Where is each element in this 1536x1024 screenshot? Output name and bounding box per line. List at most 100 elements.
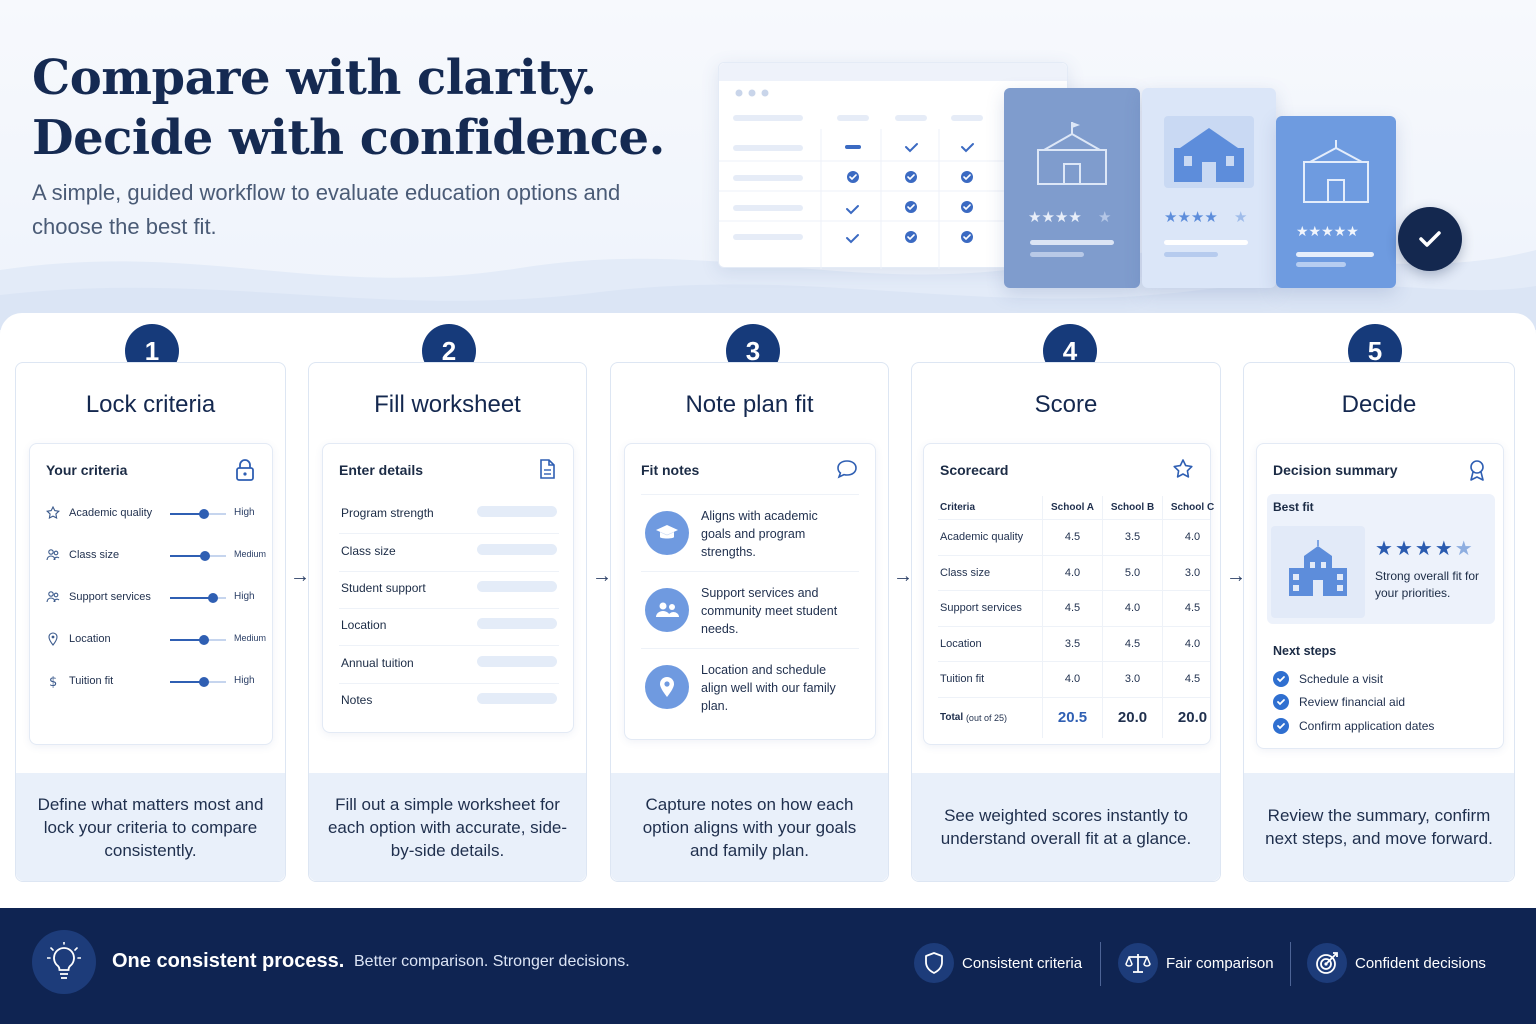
criteria-slider[interactable]	[170, 635, 226, 645]
criteria-label: Support services	[69, 591, 151, 603]
school-card-illustration-b: ★★★★ ★	[1142, 88, 1276, 288]
table-cell: 5.0	[1102, 555, 1162, 590]
table-cell: 4.5	[1042, 591, 1102, 626]
fit-notes-card-title: Fit notes	[641, 462, 700, 478]
school-card-illustration-c: ★★★★★	[1276, 116, 1396, 288]
field-label: Class size	[341, 544, 396, 558]
criteria-slider[interactable]	[170, 593, 226, 603]
slider-knob[interactable]	[198, 635, 209, 645]
fit-notes-card: Fit notes Aligns with academic goals and…	[624, 443, 876, 740]
column-header: Criteria	[940, 502, 976, 513]
field-input[interactable]	[477, 693, 557, 704]
worksheet-card: Enter details Program strength Class siz…	[322, 443, 574, 733]
arrow-right-icon: →	[893, 565, 913, 587]
scorecard-card: Scorecard Criteria School A School B Sch…	[923, 443, 1214, 745]
document-icon[interactable]	[537, 458, 557, 485]
award-ribbon-icon[interactable]	[1467, 458, 1487, 487]
next-steps-label: Next steps	[1273, 644, 1337, 658]
graduation-cap-icon	[645, 511, 689, 555]
field-input[interactable]	[477, 618, 557, 629]
people-icon	[46, 548, 60, 565]
table-cell: 3.0	[1102, 662, 1162, 697]
table-cell: 4.5	[1162, 662, 1222, 697]
table-row: Tuition fit 4.0 3.0 4.5	[938, 662, 1210, 698]
field-input[interactable]	[477, 581, 557, 592]
slider-knob[interactable]	[198, 509, 209, 519]
table-row: Class size 4.0 5.0 3.0	[938, 555, 1210, 591]
table-cell: Support services	[940, 602, 1022, 615]
hero-subtitle: A simple, guided workflow to evaluate ed…	[32, 180, 621, 239]
pin-icon	[46, 632, 60, 649]
table-cell: 4.5	[1042, 520, 1102, 555]
table-row: Support services 4.5 4.0 4.5	[938, 591, 1210, 627]
slider-knob[interactable]	[199, 551, 210, 561]
decision-summary-card: Decision summary Best fit ★★★★★ Strong o…	[1256, 443, 1504, 749]
shield-icon	[914, 943, 954, 983]
step-card-decide: Decide Decision summary Best fit ★★★★★ S…	[1243, 362, 1515, 882]
best-fit-rating-stars: ★★★★★	[1375, 536, 1475, 560]
footer-tagline-light: Better comparison. Stronger decisions.	[354, 953, 630, 970]
worksheet-field-row: Class size	[339, 538, 559, 572]
table-cell: 4.0	[1042, 555, 1102, 590]
step-title: Score	[1034, 391, 1098, 418]
table-cell: 3.5	[1042, 626, 1102, 661]
arrow-right-icon: →	[1226, 565, 1246, 587]
fit-note-text: Location and schedule align well with ou…	[701, 663, 836, 713]
slider-knob[interactable]	[207, 593, 218, 603]
worksheet-field-row: Annual tuition	[339, 650, 559, 684]
total-score: 20.5	[1042, 697, 1102, 738]
scorecard-header-row: Criteria School A School B School C	[938, 496, 1214, 520]
rating-star: ★	[1434, 536, 1455, 560]
field-input[interactable]	[477, 656, 557, 667]
svg-text:★★★★★: ★★★★★	[1296, 224, 1359, 240]
best-fit-label: Best fit	[1273, 500, 1314, 514]
star-icon[interactable]	[1172, 458, 1194, 485]
step-description: See weighted scores instantly to underst…	[912, 773, 1220, 881]
column-header: School C	[1162, 496, 1222, 519]
school-card-illustration-a: ★★★★ ★	[1004, 88, 1140, 288]
slider-knob[interactable]	[198, 677, 209, 687]
criteria-slider[interactable]	[170, 509, 226, 519]
criteria-row-support-services: Support services High	[46, 588, 256, 608]
arrow-right-icon: →	[290, 565, 310, 587]
lock-icon[interactable]	[234, 458, 256, 487]
criteria-label: Academic quality	[69, 507, 153, 519]
footer-divider	[1290, 942, 1291, 986]
field-input[interactable]	[477, 506, 557, 517]
step-description: Capture notes on how each option aligns …	[611, 773, 888, 881]
criteria-row-academic-quality: Academic quality High	[46, 504, 256, 524]
worksheet-field-row: Student support	[339, 575, 559, 609]
column-header: School A	[1042, 496, 1102, 519]
field-label: Student support	[341, 581, 426, 595]
table-row: Academic quality 4.5 3.5 4.0	[938, 520, 1210, 556]
criteria-level: High	[234, 591, 255, 602]
people-icon	[645, 588, 689, 632]
next-step-text: Confirm application dates	[1299, 719, 1435, 733]
table-cell: Academic quality	[940, 531, 1024, 544]
criteria-slider[interactable]	[170, 551, 226, 561]
total-score: 20.0	[1162, 697, 1222, 738]
chat-bubble-icon[interactable]	[835, 458, 859, 485]
scale-icon	[1118, 943, 1158, 983]
hero-title: Compare with clarity. Decide with confid…	[32, 48, 665, 168]
fit-note-item: Support services and community meet stud…	[641, 571, 859, 645]
field-input[interactable]	[477, 544, 557, 555]
criteria-slider[interactable]	[170, 677, 226, 687]
check-icon	[1273, 718, 1289, 734]
step-title: Decide	[1341, 391, 1417, 418]
next-step-text: Review financial aid	[1299, 695, 1406, 709]
worksheet-field-row: Program strength	[339, 500, 559, 534]
fit-note-text: Support services and community meet stud…	[701, 586, 838, 636]
hero-title-line1: Compare with clarity.	[32, 50, 597, 106]
criteria-level: Medium	[234, 549, 267, 559]
checkmark-badge-icon	[1398, 207, 1462, 271]
svg-text:★★★★: ★★★★	[1028, 208, 1082, 226]
check-icon	[1273, 671, 1289, 687]
check-icon	[1273, 694, 1289, 710]
hero-title-line2: Decide with confidence.	[32, 110, 665, 166]
table-cell: 4.0	[1102, 591, 1162, 626]
footer-item-label: Consistent criteria	[962, 954, 1083, 972]
table-row: Location 3.5 4.5 4.0	[938, 626, 1210, 662]
step-card-score: Score Scorecard Criteria School A School…	[911, 362, 1221, 882]
table-cell: Location	[940, 637, 982, 650]
